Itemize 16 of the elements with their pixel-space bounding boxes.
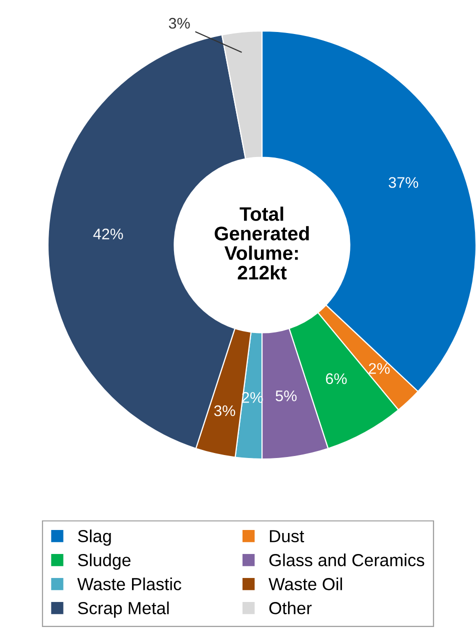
legend-label: Scrap Metal <box>78 602 169 618</box>
data-label: 42% <box>93 228 123 240</box>
data-label: 37% <box>388 177 418 188</box>
legend-label: Dust <box>270 530 304 542</box>
legend-label: Sludge <box>78 554 131 570</box>
data-label: 5% <box>276 390 297 402</box>
data-label: 2% <box>368 363 390 374</box>
data-label: 3% <box>168 18 190 29</box>
legend-label: Slag <box>78 530 111 546</box>
data-label: 3% <box>214 405 236 416</box>
legend-label: Glass and Ceramics <box>269 554 424 566</box>
text: Total Generated Volume: 212kt <box>214 206 309 280</box>
legend-label: Other <box>269 602 312 614</box>
legend-label: Waste Plastic <box>77 578 182 590</box>
data-label: 6% <box>326 373 347 384</box>
legend-label: Waste Oil <box>268 578 342 590</box>
